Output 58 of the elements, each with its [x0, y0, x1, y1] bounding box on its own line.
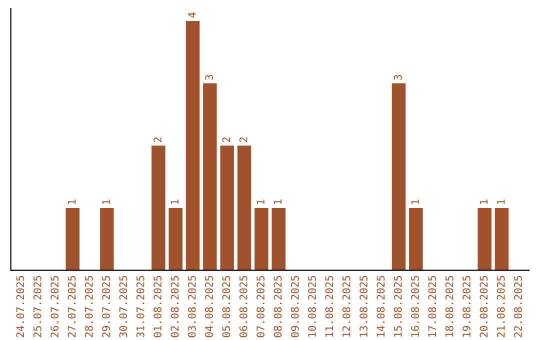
x-tick-label: 04.08.2025: [205, 276, 213, 338]
x-tick-label: 26.07.2025: [50, 276, 58, 338]
x-tick-label: 25.07.2025: [33, 276, 42, 338]
data-label: 2: [154, 137, 162, 142]
x-tick-label: 07.08.2025: [256, 276, 264, 338]
x-tick-label: 31.07.2025: [136, 276, 144, 338]
bar: [152, 146, 166, 270]
bar: [100, 208, 114, 270]
data-label: 2: [222, 137, 230, 142]
x-tick-label: 17.08.2025: [428, 276, 436, 337]
x-tick-label: 24.07.2025: [16, 276, 24, 338]
x-tick-label: 06.08.2025: [239, 276, 248, 338]
x-tick-label: 16.08.2025: [411, 276, 419, 337]
x-tick-label: 08.08.2025: [274, 276, 282, 338]
data-label: 4: [188, 12, 196, 18]
bar: [168, 208, 182, 270]
x-tick-label: 14.08.2025: [376, 276, 385, 337]
bar: [272, 208, 286, 270]
data-label: 3: [205, 75, 213, 80]
x-tick-label: 30.07.2025: [119, 276, 128, 338]
x-tick-label: 29.07.2025: [102, 276, 110, 338]
bar: [237, 146, 252, 270]
data-label: 1: [411, 200, 419, 204]
data-label: 1: [497, 200, 505, 204]
x-tick-label: 18.08.2025: [445, 276, 454, 337]
x-tick-label: 28.07.2025: [84, 276, 93, 338]
data-label: 1: [256, 200, 264, 204]
bar: [494, 208, 509, 270]
bar: [392, 83, 406, 270]
bar: [220, 146, 234, 270]
x-tick-label: 10.08.2025: [308, 276, 316, 337]
bar: [203, 83, 217, 270]
x-tick-label: 22.08.2025: [514, 276, 522, 338]
data-label: 1: [480, 200, 488, 204]
x-tick-label: 12.08.2025: [342, 276, 350, 337]
x-tick-label: 01.08.2025: [154, 276, 162, 338]
x-tick-label: 11.08.2025: [325, 276, 334, 337]
x-tick-label: 27.07.2025: [68, 276, 76, 338]
x-tick-label: 19.08.2025: [462, 276, 470, 337]
data-label: 2: [239, 137, 248, 142]
bar: [478, 208, 492, 270]
x-tick-label: 20.08.2025: [480, 276, 488, 338]
x-tick-label: 21.08.2025: [496, 276, 505, 338]
data-label: 1: [68, 200, 76, 204]
x-tick-label: 05.08.2025: [222, 276, 230, 338]
x-tick-label: 03.08.2025: [188, 276, 196, 338]
bar: [66, 208, 80, 270]
x-tick-label: 15.08.2025: [394, 276, 402, 337]
x-tick-label: 09.08.2025: [290, 276, 299, 338]
data-label: 1: [102, 200, 110, 204]
data-label: 1: [170, 200, 178, 204]
x-tick-label: 13.08.2025: [360, 276, 368, 337]
bar: [409, 208, 423, 270]
data-label: 1: [274, 200, 282, 204]
bar: [254, 208, 268, 270]
bar: [186, 20, 200, 270]
data-label: 3: [394, 75, 402, 80]
x-tick-label: 02.08.2025: [170, 276, 179, 338]
